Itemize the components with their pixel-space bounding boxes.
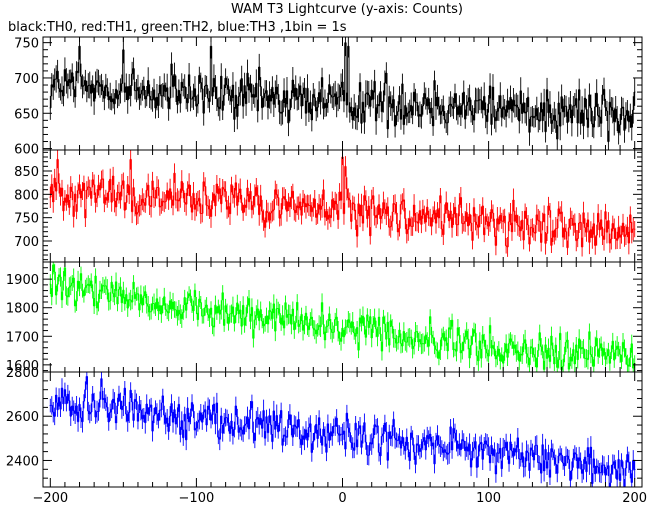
series-th2 (49, 262, 636, 372)
series-line-th1 (49, 150, 636, 257)
chart-subtitle: black:TH0, red:TH1, green:TH2, blue:TH3 … (8, 20, 347, 35)
y-tick-label: 600 (14, 143, 39, 158)
series-th3 (49, 372, 636, 487)
panels-group: 600 650 700 750 700 750 800 850 1600 1700 1800 1900… (6, 36, 643, 488)
panel-th3: 2400 2600 2800 (6, 366, 643, 488)
y-tick-label: 1600 (6, 359, 39, 374)
y-tick-label: 750 (14, 212, 39, 227)
chart-title: WAM T3 Lightcurve (y-axis: Counts) (231, 2, 463, 17)
y-tick-label: 2600 (6, 410, 39, 425)
x-tick-label: −200 (32, 491, 68, 505)
panel-th2: 1600 1700 1800 1900 (6, 261, 643, 374)
panel-th1: 700 750 800 850 (14, 149, 643, 263)
y-tick-label: 2800 (6, 366, 39, 381)
y-tick-label: 1900 (6, 273, 39, 288)
series-line-th2 (49, 262, 636, 372)
series-line-th0 (49, 37, 636, 150)
panel-frame (42, 261, 643, 373)
panel-th0: 600 650 700 750 (14, 36, 643, 158)
x-tick-label: 100 (476, 491, 501, 505)
x-tick-label: −100 (179, 491, 215, 505)
series-line-th3 (49, 372, 636, 487)
x-tick-label: 0 (338, 491, 346, 505)
x-axis: −200 −100 0 100 200 (32, 491, 647, 505)
y-tick-label: 1800 (6, 302, 39, 317)
y-tick-label: 850 (14, 165, 39, 180)
y-tick-label: 800 (14, 188, 39, 203)
y-tick-label: 750 (14, 37, 39, 52)
x-tick-label: 200 (622, 491, 647, 505)
y-tick-label: 2400 (6, 454, 39, 469)
series-th0 (49, 37, 636, 150)
series-th1 (49, 150, 636, 257)
y-tick-label: 650 (14, 107, 39, 122)
y-tick-label: 700 (14, 235, 39, 250)
y-tick-label: 1700 (6, 330, 39, 345)
y-tick-label: 700 (14, 72, 39, 87)
